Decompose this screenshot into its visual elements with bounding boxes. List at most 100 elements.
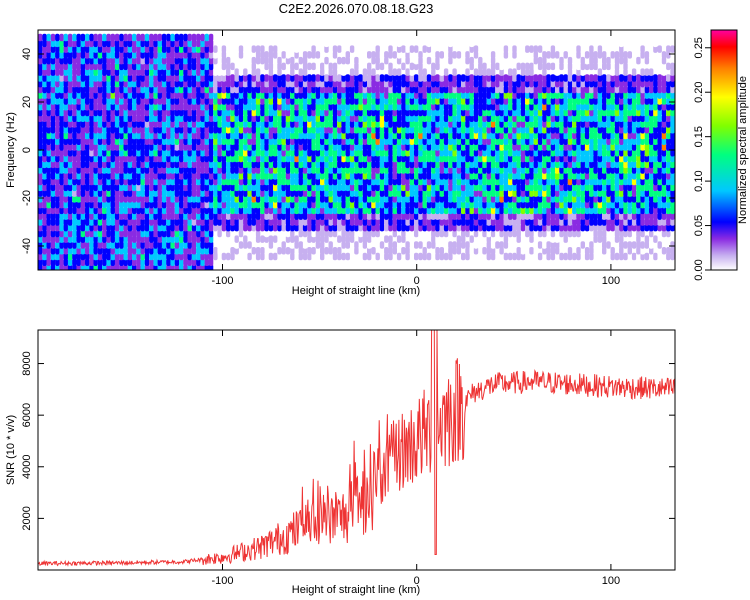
heatmap-cell [226, 126, 231, 134]
heatmap-cell [452, 120, 457, 128]
heatmap-cell [456, 223, 462, 232]
heatmap-cell [67, 195, 73, 203]
heatmap-cell [63, 183, 68, 192]
heatmap-cell [482, 195, 487, 203]
heatmap-cell [59, 195, 64, 203]
heatmap-cell [50, 108, 56, 117]
heatmap-cell [512, 154, 517, 163]
heatmap-cell [255, 177, 261, 186]
heatmap-cell [102, 218, 107, 226]
heatmap-cell [38, 91, 43, 99]
heatmap-cell [503, 74, 509, 82]
heatmap-cell [320, 120, 325, 128]
heatmap-cell [196, 160, 201, 169]
heatmap-cell [187, 195, 192, 203]
heatmap-cell [499, 85, 504, 94]
heatmap-cell [465, 91, 470, 99]
heatmap-cell [251, 108, 256, 117]
heatmap-cell [379, 51, 385, 59]
heatmap-cell [294, 131, 299, 140]
heatmap-cell [563, 258, 568, 266]
heatmap-cell [443, 195, 449, 203]
heatmap-cell [200, 149, 205, 157]
heatmap-cell [426, 137, 432, 145]
heatmap-cell [149, 223, 154, 232]
heatmap-cell [371, 103, 376, 111]
heatmap-cell [367, 160, 372, 169]
heatmap-cell [277, 154, 282, 163]
heatmap-cell [401, 235, 406, 243]
heatmap-cell [196, 137, 201, 145]
heatmap-cell [200, 51, 205, 59]
heatmap-cell [204, 68, 209, 76]
heatmap-cell [439, 223, 444, 232]
heatmap-cell [448, 45, 453, 53]
heatmap-cell [285, 172, 291, 180]
heatmap-cell [187, 177, 192, 186]
heatmap-cell [456, 108, 462, 117]
heatmap-cell [593, 51, 598, 59]
heatmap-cell [55, 195, 60, 203]
heatmap-cell [555, 218, 560, 226]
heatmap-cell [144, 68, 150, 76]
heatmap-cell [55, 62, 60, 71]
heatmap-cell [576, 252, 581, 261]
heatmap-cell [285, 114, 291, 122]
heatmap-cell [465, 79, 470, 88]
heatmap-cell [97, 258, 103, 266]
heatmap-cell [149, 172, 154, 180]
heatmap-cell [619, 235, 624, 243]
heatmap-cell [80, 62, 86, 71]
heatmap-cell [337, 79, 342, 88]
heatmap-cell [405, 149, 410, 157]
heatmap-cell [520, 68, 526, 76]
heatmap-cell [114, 252, 120, 261]
heatmap-cell [465, 114, 470, 122]
heatmap-cell [490, 79, 496, 88]
heatmap-cell [285, 200, 291, 209]
heatmap-cell [580, 33, 585, 42]
heatmap-cell [439, 154, 444, 163]
heatmap-cell [572, 212, 577, 220]
heatmap-cell [367, 189, 372, 197]
heatmap-cell [153, 206, 158, 215]
heatmap-cell [371, 108, 376, 117]
heatmap-cell [337, 235, 342, 243]
heatmap-cell [89, 51, 94, 59]
heatmap-cell [170, 91, 175, 99]
heatmap-cell [80, 258, 86, 266]
heatmap-cell [345, 241, 350, 249]
heatmap-cell [157, 68, 162, 76]
heatmap-cell [418, 189, 423, 197]
heatmap-cell [392, 120, 397, 128]
heatmap-cell [520, 108, 526, 117]
heatmap-cell [405, 200, 410, 209]
heatmap-cell [448, 218, 453, 226]
heatmap-cell [341, 183, 346, 192]
heatmap-cell [345, 166, 350, 174]
heatmap-cell [251, 79, 256, 88]
heatmap-cell [354, 183, 359, 192]
heatmap-cell [367, 218, 372, 226]
heatmap-cell [42, 183, 47, 192]
heatmap-cell [251, 189, 256, 197]
heatmap-cell [46, 45, 51, 53]
heatmap-cell [132, 74, 137, 82]
heatmap-cell [341, 154, 346, 163]
heatmap-cell [76, 68, 81, 76]
heatmap-cell [97, 56, 103, 65]
heatmap-cell [50, 195, 56, 203]
heatmap-cell [208, 79, 214, 88]
heatmap-cell [255, 149, 261, 157]
heatmap-cell [174, 189, 180, 197]
heatmap-cell [614, 218, 620, 226]
heatmap-cell [149, 195, 154, 203]
heatmap-cell [72, 91, 77, 99]
heatmap-cell [157, 85, 162, 94]
heatmap-cell [392, 114, 397, 122]
heatmap-cell [119, 56, 124, 65]
heatmap-cell [183, 51, 188, 59]
heatmap-cell [281, 126, 286, 134]
heatmap-cell [354, 68, 359, 76]
